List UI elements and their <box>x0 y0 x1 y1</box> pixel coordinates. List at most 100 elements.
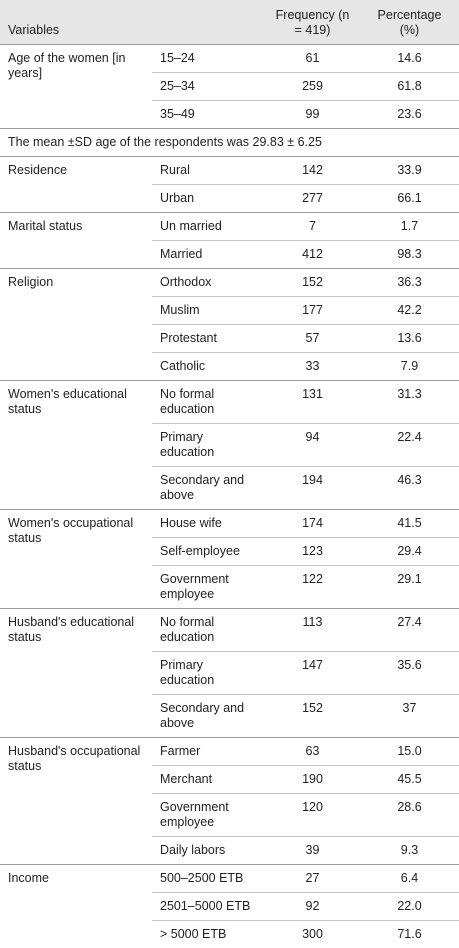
frequency-cell: 7 <box>265 213 360 241</box>
frequency-cell: 194 <box>265 467 360 510</box>
percentage-cell: 29.4 <box>360 538 459 566</box>
frequency-cell: 259 <box>265 73 360 101</box>
percentage-cell: 66.1 <box>360 185 459 213</box>
category-cell: Un married <box>152 213 265 241</box>
frequency-cell: 99 <box>265 101 360 129</box>
variable-cell: Residence <box>0 157 152 213</box>
category-cell: Urban <box>152 185 265 213</box>
variable-cell: Women's occupational status <box>0 510 152 609</box>
variable-cell: Husband's educational status <box>0 609 152 738</box>
category-cell: Catholic <box>152 353 265 381</box>
frequency-cell: 92 <box>265 893 360 921</box>
category-cell: Protestant <box>152 325 265 353</box>
frequency-cell: 94 <box>265 424 360 467</box>
category-cell: 25–34 <box>152 73 265 101</box>
category-cell: Merchant <box>152 766 265 794</box>
frequency-cell: 177 <box>265 297 360 325</box>
category-cell: Secondary and above <box>152 467 265 510</box>
category-cell: Orthodox <box>152 269 265 297</box>
percentage-cell: 6.4 <box>360 865 459 893</box>
percentage-cell: 35.6 <box>360 652 459 695</box>
percentage-cell: 7.9 <box>360 353 459 381</box>
percentage-cell: 22.4 <box>360 424 459 467</box>
frequency-cell: 57 <box>265 325 360 353</box>
category-cell: 35–49 <box>152 101 265 129</box>
percentage-cell: 37 <box>360 695 459 738</box>
percentage-cell: 27.4 <box>360 609 459 652</box>
category-cell: 2501–5000 ETB <box>152 893 265 921</box>
frequency-cell: 63 <box>265 738 360 766</box>
percentage-cell: 23.6 <box>360 101 459 129</box>
variable-cell: Marital status <box>0 213 152 269</box>
category-cell: Farmer <box>152 738 265 766</box>
frequency-cell: 39 <box>265 837 360 865</box>
percentage-cell: 98.3 <box>360 241 459 269</box>
percentage-cell: 29.1 <box>360 566 459 609</box>
percentage-cell: 46.3 <box>360 467 459 510</box>
category-cell: No formal education <box>152 609 265 652</box>
category-cell: Muslim <box>152 297 265 325</box>
frequency-cell: 33 <box>265 353 360 381</box>
variable-cell: Husband's occupational status <box>0 738 152 865</box>
category-cell: Primary education <box>152 424 265 467</box>
frequency-cell: 123 <box>265 538 360 566</box>
variable-cell: Women's educational status <box>0 381 152 510</box>
percentage-cell: 45.5 <box>360 766 459 794</box>
header-cell: Frequency (n = 419) <box>265 0 360 45</box>
percentage-cell: 36.3 <box>360 269 459 297</box>
frequency-cell: 142 <box>265 157 360 185</box>
variable-cell: Religion <box>0 269 152 381</box>
category-cell: > 5000 ETB <box>152 921 265 948</box>
percentage-cell: 15.0 <box>360 738 459 766</box>
category-cell: Daily labors <box>152 837 265 865</box>
frequency-cell: 152 <box>265 695 360 738</box>
frequency-cell: 174 <box>265 510 360 538</box>
variable-cell: Age of the women [in years] <box>0 45 152 129</box>
percentage-cell: 71.6 <box>360 921 459 948</box>
percentage-cell: 9.3 <box>360 837 459 865</box>
category-cell: Rural <box>152 157 265 185</box>
percentage-cell: 33.9 <box>360 157 459 185</box>
category-cell: Government employee <box>152 566 265 609</box>
header-row: Variables Frequency (n = 419) Percentage… <box>0 0 459 45</box>
frequency-cell: 61 <box>265 45 360 73</box>
frequency-cell: 190 <box>265 766 360 794</box>
percentage-cell: 41.5 <box>360 510 459 538</box>
category-cell: 15–24 <box>152 45 265 73</box>
frequency-cell: 122 <box>265 566 360 609</box>
category-cell: Primary education <box>152 652 265 695</box>
category-cell: House wife <box>152 510 265 538</box>
header-cell: Percentage (%) <box>360 0 459 45</box>
frequency-cell: 412 <box>265 241 360 269</box>
percentage-cell: 42.2 <box>360 297 459 325</box>
percentage-cell: 31.3 <box>360 381 459 424</box>
variable-cell: Income <box>0 865 152 948</box>
frequency-cell: 152 <box>265 269 360 297</box>
percentage-cell: 22.0 <box>360 893 459 921</box>
category-cell: No formal education <box>152 381 265 424</box>
percentage-cell: 1.7 <box>360 213 459 241</box>
percentage-cell: 28.6 <box>360 794 459 837</box>
category-cell: Secondary and above <box>152 695 265 738</box>
percentage-cell: 14.6 <box>360 45 459 73</box>
header-cell: Variables <box>0 0 265 45</box>
category-cell: Government employee <box>152 794 265 837</box>
frequency-cell: 300 <box>265 921 360 948</box>
frequency-cell: 277 <box>265 185 360 213</box>
category-cell: 500–2500 ETB <box>152 865 265 893</box>
category-cell: Self-employee <box>152 538 265 566</box>
category-cell: Married <box>152 241 265 269</box>
frequency-cell: 113 <box>265 609 360 652</box>
frequency-cell: 120 <box>265 794 360 837</box>
percentage-cell: 13.6 <box>360 325 459 353</box>
frequency-cell: 131 <box>265 381 360 424</box>
